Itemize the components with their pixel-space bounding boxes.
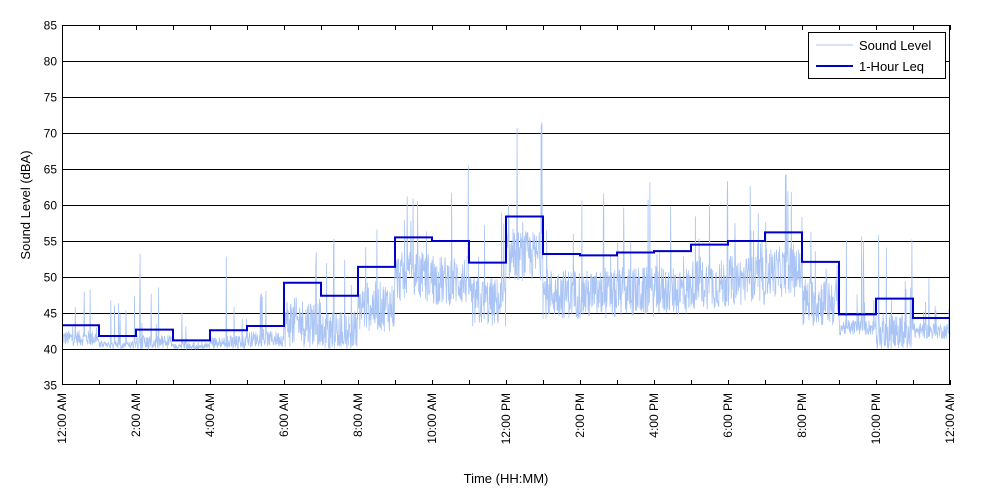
legend-box	[808, 32, 946, 79]
y-tick-label: 75	[44, 91, 58, 105]
x-tick-label: 12:00 AM	[943, 393, 957, 444]
x-tick-label: 2:00 AM	[129, 393, 143, 437]
leq-series	[62, 215, 950, 342]
y-tick-label: 85	[44, 19, 58, 33]
x-tick-label: 8:00 AM	[351, 393, 365, 437]
leq-step-layer	[62, 215, 950, 342]
legend-label-1-hour-leq: 1-Hour Leq	[859, 59, 924, 74]
y-tick-label: 40	[44, 343, 58, 357]
legend: Sound Level 1-Hour Leq	[808, 32, 946, 79]
x-tick-label: 8:00 PM	[795, 393, 809, 438]
y-tick-label: 55	[44, 235, 58, 249]
x-tick-label: 12:00 PM	[499, 393, 513, 444]
y-tick-label: 50	[44, 271, 58, 285]
y-tick-label: 60	[44, 199, 58, 213]
y-axis-label: Sound Level (dBA)	[18, 150, 33, 259]
y-axis-ticks: 35 40 45 50 55 60 65 70 75 80 85	[44, 19, 58, 393]
y-tick-label: 35	[44, 379, 58, 393]
x-tick-label: 12:00 AM	[55, 393, 69, 444]
y-tick-label: 45	[44, 307, 58, 321]
x-tick-label: 2:00 PM	[573, 393, 587, 438]
legend-label-sound-level: Sound Level	[859, 38, 931, 53]
y-tick-label: 80	[44, 55, 58, 69]
x-tick-label: 6:00 AM	[277, 393, 291, 437]
x-tick-label: 10:00 PM	[869, 393, 883, 444]
y-tick-label: 65	[44, 163, 58, 177]
x-tick-label: 4:00 AM	[203, 393, 217, 437]
x-axis-label: Time (HH:MM)	[464, 471, 549, 486]
x-tick-label: 4:00 PM	[647, 393, 661, 438]
x-tick-label: 6:00 PM	[721, 393, 735, 438]
x-tick-label: 10:00 AM	[425, 393, 439, 444]
y-tick-label: 70	[44, 127, 58, 141]
x-axis-ticks: 12:00 AM 2:00 AM 4:00 AM 6:00 AM 8:00 AM 10:0…	[55, 25, 957, 444]
